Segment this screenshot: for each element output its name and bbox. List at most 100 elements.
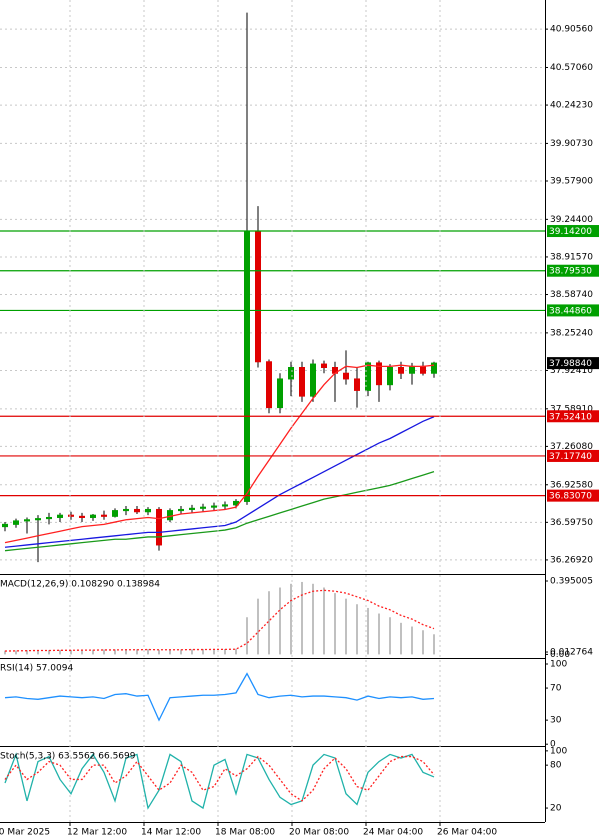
level-label: 37.52410	[549, 412, 592, 422]
indicator-line	[4, 471, 435, 552]
y-tick-label: 0.012764	[550, 648, 593, 658]
indicator-title: MACD(12,26,9) 0.108290 0.138984	[0, 580, 160, 590]
candle-body	[354, 378, 360, 391]
histogram-bar	[400, 622, 402, 655]
histogram-bar	[169, 649, 171, 655]
histogram-bar	[334, 593, 336, 655]
indicator-title: Stoch(5,3,3) 63.5562 66.5699	[0, 752, 136, 762]
candle-body	[13, 520, 19, 525]
histogram-bar	[378, 613, 380, 655]
y-tick-label: 40.90560	[550, 25, 593, 35]
y-tick-label: 40.24230	[550, 101, 593, 111]
candle-body	[211, 505, 217, 508]
y-tick-label: 37.92410	[550, 366, 593, 376]
candle-body	[255, 230, 261, 363]
level-label-box	[547, 410, 599, 423]
histogram-bar	[433, 634, 435, 655]
histogram-bar	[26, 650, 28, 655]
level-label-box	[547, 449, 599, 462]
candle-body	[420, 365, 426, 374]
candle-body	[277, 378, 283, 409]
y-tick-label: 38.91570	[550, 252, 593, 262]
y-tick-label: 37.26080	[550, 442, 593, 452]
level-label: 38.44860	[549, 306, 592, 316]
candle-body	[79, 515, 85, 518]
histogram-bar	[136, 649, 138, 655]
histogram-bar	[81, 649, 83, 655]
y-tick-label: 39.90730	[550, 139, 593, 149]
candle-body	[46, 516, 52, 520]
histogram-bar	[103, 649, 105, 655]
y-tick-label: 39.57900	[550, 177, 593, 187]
y-tick-label: 36.26920	[550, 555, 593, 565]
y-tick-label: 0.00	[550, 650, 570, 660]
histogram-bar	[411, 626, 413, 655]
y-tick-label: 0	[550, 740, 556, 750]
histogram-bar	[312, 583, 314, 655]
candle-body	[200, 506, 206, 509]
y-tick-label: 100	[550, 660, 567, 670]
candle-body	[68, 514, 74, 517]
x-tick-label: 14 Mar 12:00	[141, 828, 201, 838]
histogram-bar	[180, 649, 182, 655]
histogram-bar	[48, 650, 50, 655]
indicator-line	[4, 755, 435, 802]
candle-body	[35, 518, 41, 521]
histogram-bar	[279, 587, 281, 655]
histogram-bar	[224, 649, 226, 655]
candle-body	[376, 362, 382, 386]
level-label-box	[547, 489, 599, 502]
candle-body	[321, 363, 327, 368]
candle-body	[134, 508, 140, 513]
candle-body	[409, 365, 415, 374]
candle-body	[112, 510, 118, 517]
candle-body	[2, 523, 8, 528]
y-tick-label: 20	[550, 804, 562, 814]
y-tick-label: 37.58910	[550, 404, 593, 414]
x-tick-label: 20 Mar 08:00	[289, 828, 349, 838]
indicator-line	[4, 416, 435, 548]
histogram-bar	[147, 649, 149, 655]
plot-background	[0, 0, 545, 822]
y-tick-label: 70	[550, 684, 562, 694]
indicator-line	[4, 672, 435, 722]
candle-body	[145, 508, 151, 513]
candle-body	[123, 508, 129, 512]
candle-body	[178, 508, 184, 512]
histogram-bar	[202, 649, 204, 655]
y-tick-label: 30	[550, 716, 562, 726]
histogram-bar	[213, 649, 215, 655]
current-price-box	[547, 357, 599, 370]
level-label-box	[547, 304, 599, 317]
candle-body	[189, 507, 195, 510]
histogram-bar	[114, 649, 116, 655]
histogram-bar	[422, 630, 424, 655]
x-tick-label: 10 Mar 2025	[0, 828, 50, 838]
candle-body	[431, 362, 437, 374]
histogram-bar	[389, 617, 391, 655]
histogram-bar	[92, 649, 94, 655]
candle-body	[244, 230, 250, 502]
candle-body	[299, 366, 305, 397]
y-tick-label: 38.25240	[550, 328, 593, 338]
histogram-bar	[323, 587, 325, 655]
candle-body	[57, 514, 63, 518]
histogram-bar	[70, 649, 72, 655]
candle-body	[310, 363, 316, 397]
level-label-box	[547, 225, 599, 238]
candle-body	[222, 504, 228, 507]
level-label: 39.14200	[549, 227, 592, 237]
histogram-bar	[268, 591, 270, 655]
histogram-bar	[301, 581, 303, 655]
candle-body	[101, 514, 107, 517]
y-tick-label: 80	[550, 761, 562, 771]
histogram-bar	[246, 617, 248, 655]
candle-body	[24, 519, 30, 522]
histogram-bar	[125, 649, 127, 655]
level-label: 38.79530	[549, 267, 592, 277]
histogram-bar	[158, 649, 160, 655]
x-tick-label: 12 Mar 12:00	[67, 828, 127, 838]
y-tick-label: 0.395005	[550, 577, 593, 587]
histogram-bar	[15, 650, 17, 655]
